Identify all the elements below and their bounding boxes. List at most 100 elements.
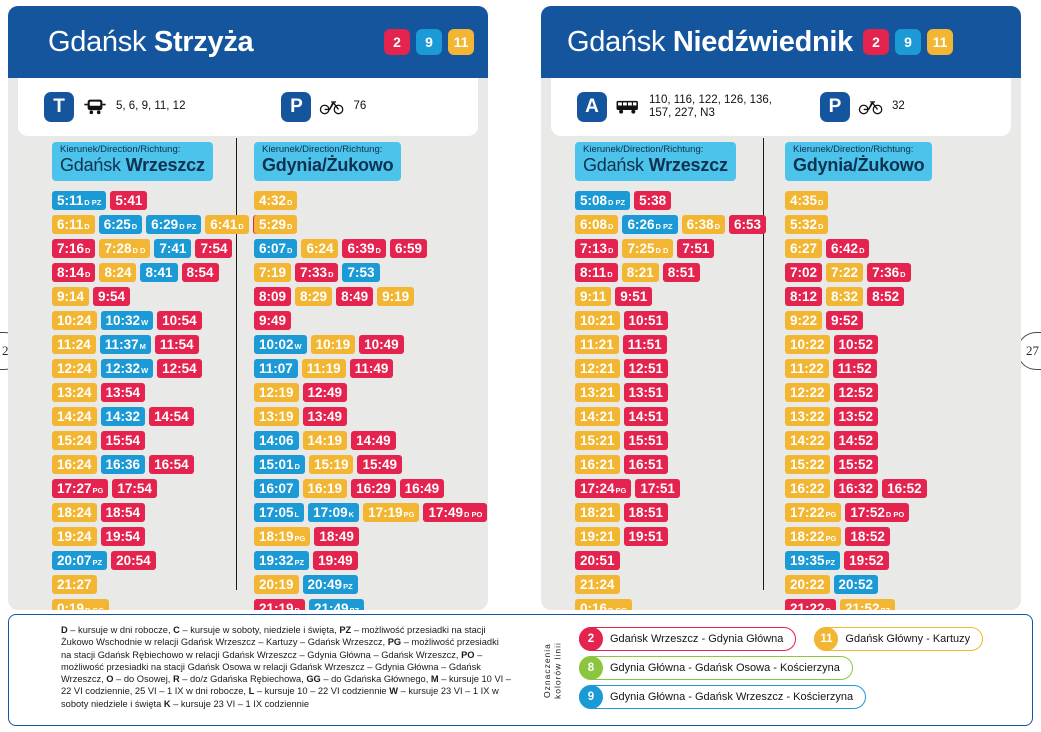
departure-chip[interactable]: 15:22 (785, 455, 830, 475)
departure-chip[interactable]: 13:54 (100, 383, 146, 403)
departure-chip[interactable]: 11:07 (254, 359, 298, 379)
departure-chip[interactable]: 14:19 (302, 431, 348, 451)
line-badge[interactable]: 9 (416, 29, 442, 55)
departure-chip[interactable]: 8:41 (140, 263, 178, 283)
departure-chip[interactable]: 9:22 (785, 311, 823, 331)
departure-chip[interactable]: 17:54 (112, 479, 157, 499)
departure-chip[interactable]: 8:32 (826, 287, 864, 307)
departure-chip[interactable]: 5:11 D PZ (52, 191, 107, 211)
departure-chip[interactable]: 17:27 PG (52, 479, 109, 499)
departure-chip[interactable]: 20:22 (785, 575, 830, 595)
departure-chip[interactable]: 0:16D GG (575, 599, 633, 610)
departure-chip[interactable]: 19:52 (844, 551, 889, 571)
departure-chip[interactable]: 18:22 PG (785, 527, 842, 547)
departure-chip[interactable]: 10:02 W (254, 335, 307, 355)
departure-chip[interactable]: 16:22 (785, 479, 830, 499)
departure-chip[interactable]: 16:54 (149, 455, 194, 475)
departure-chip[interactable]: 10:24 (52, 311, 97, 331)
line-badge[interactable]: 11 (927, 29, 954, 55)
departure-chip[interactable]: 10:21 (575, 311, 620, 331)
departure-chip[interactable]: 14:51 (623, 407, 669, 427)
departure-chip[interactable]: 16:07 (254, 479, 299, 499)
departure-chip[interactable]: 8:54 (181, 263, 219, 283)
departure-chip[interactable]: 12:52 (833, 383, 879, 403)
departure-chip[interactable]: 15:24 (52, 431, 97, 451)
departure-chip[interactable]: 11:52 (832, 359, 877, 379)
departure-chip[interactable]: 18:21 (575, 503, 620, 523)
departure-chip[interactable]: 8:21 (621, 263, 659, 283)
departure-chip[interactable]: 16:32 (833, 479, 879, 499)
departure-chip[interactable]: 21:52PZ (839, 599, 896, 610)
departure-chip[interactable]: 4:32 D (254, 191, 298, 211)
departure-chip[interactable]: 11:24 (52, 335, 96, 355)
departure-chip[interactable]: 9:49 (254, 311, 292, 331)
departure-chip[interactable]: 5:41 (110, 191, 148, 211)
departure-chip[interactable]: 17:09 K (308, 503, 360, 523)
legend-item[interactable]: 2 Gdańsk Wrzeszcz - Gdynia Główna (579, 627, 797, 651)
departure-chip[interactable]: 19:35 PZ (785, 551, 841, 571)
departure-chip[interactable]: 6:27 (785, 239, 823, 259)
departure-chip[interactable]: 14:22 (785, 431, 830, 451)
departure-chip[interactable]: 13:21 (575, 383, 620, 403)
departure-chip[interactable]: 6:59 (389, 239, 427, 259)
departure-chip[interactable]: 10:52 (833, 335, 879, 355)
departure-chip[interactable]: 9:51 (615, 287, 653, 307)
departure-chip[interactable]: 12:24 (52, 359, 97, 379)
departure-chip[interactable]: 17:19 PG (363, 503, 420, 523)
departure-chip[interactable]: 19:49 (313, 551, 358, 571)
departure-chip[interactable]: 20:07 PZ (52, 551, 108, 571)
departure-chip[interactable]: 18:54 (100, 503, 146, 523)
departure-chip[interactable]: 21:22D (785, 599, 836, 610)
departure-chip[interactable]: 17:22 PG (785, 503, 842, 523)
departure-chip[interactable]: 4:35 D (785, 191, 829, 211)
departure-chip[interactable]: 20:51 (575, 551, 620, 571)
departure-chip[interactable]: 10:49 (359, 335, 404, 355)
departure-chip[interactable]: 19:51 (623, 527, 669, 547)
line-badge[interactable]: 9 (895, 29, 922, 55)
departure-chip[interactable]: 7:53 (342, 263, 380, 283)
departure-chip[interactable]: 6:29 D PZ (146, 215, 202, 235)
departure-chip[interactable]: 10:51 (623, 311, 669, 331)
departure-chip[interactable]: 15:52 (833, 455, 879, 475)
departure-chip[interactable]: 14:54 (149, 407, 194, 427)
line-badge[interactable]: 2 (863, 29, 890, 55)
departure-chip[interactable]: 11:37 M (99, 335, 151, 355)
departure-chip[interactable]: 14:24 (52, 407, 97, 427)
departure-chip[interactable]: 12:32 W (100, 359, 154, 379)
departure-chip[interactable]: 10:22 (785, 335, 830, 355)
departure-chip[interactable]: 15:01 D (254, 455, 305, 475)
departure-chip[interactable]: 18:19 PG (254, 527, 311, 547)
departure-chip[interactable]: 20:54 (111, 551, 156, 571)
departure-chip[interactable]: 7:36 D (867, 263, 911, 283)
departure-chip[interactable]: 5:38 (634, 191, 672, 211)
departure-chip[interactable]: 11:54 (154, 335, 199, 355)
departure-chip[interactable]: 7:25 D D (622, 239, 674, 259)
departure-chip[interactable]: 14:32 (100, 407, 146, 427)
departure-chip[interactable]: 8:24 (99, 263, 137, 283)
departure-chip[interactable]: 14:49 (351, 431, 396, 451)
departure-chip[interactable]: 6:41 D (205, 215, 249, 235)
departure-chip[interactable]: 10:19 (310, 335, 356, 355)
departure-chip[interactable]: 16:52 (882, 479, 927, 499)
departure-chip[interactable]: 6:08 D (575, 215, 619, 235)
departure-chip[interactable]: 20:52 (833, 575, 879, 595)
departure-chip[interactable]: 6:38 D (681, 215, 726, 235)
departure-chip[interactable]: 17:51 (635, 479, 680, 499)
departure-chip[interactable]: 14:06 (254, 431, 299, 451)
departure-chip[interactable]: 7:13 D (575, 239, 619, 259)
departure-chip[interactable]: 14:52 (833, 431, 879, 451)
departure-chip[interactable]: 15:51 (623, 431, 669, 451)
departure-chip[interactable]: 6:07 D (254, 239, 298, 259)
departure-chip[interactable]: 18:52 (845, 527, 890, 547)
departure-chip[interactable]: 10:54 (157, 311, 202, 331)
departure-chip[interactable]: 18:24 (52, 503, 97, 523)
departure-chip[interactable]: 11:19 (301, 359, 346, 379)
departure-chip[interactable]: 18:49 (314, 527, 359, 547)
departure-chip[interactable]: 12:22 (785, 383, 830, 403)
departure-chip[interactable]: 19:21 (575, 527, 620, 547)
departure-chip[interactable]: 9:14 (52, 287, 90, 307)
legend-item[interactable]: 9 Gdynia Główna - Gdańsk Wrzeszcz - Kości… (579, 685, 867, 709)
departure-chip[interactable]: 16:24 (52, 455, 97, 475)
departure-chip[interactable]: 17:24 PG (575, 479, 632, 499)
departure-chip[interactable]: 16:49 (399, 479, 445, 499)
